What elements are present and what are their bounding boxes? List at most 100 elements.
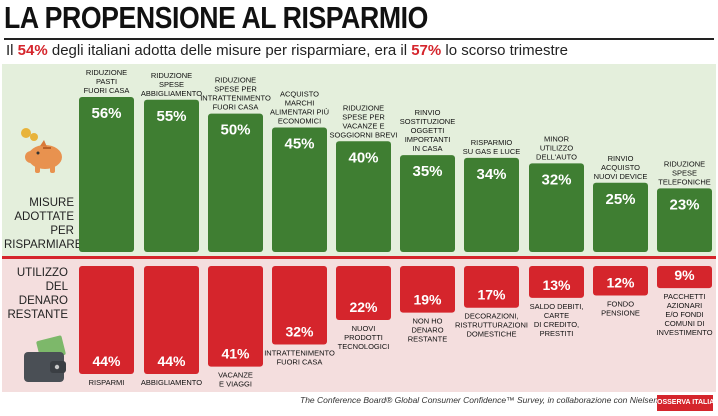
measure-category-label: SU GAS E LUCE [463,147,521,156]
side-label-line: RESTANTE [7,309,69,321]
measure-category-label: RIDUZIONE [86,68,127,77]
remaining-bar [208,266,263,367]
remaining-category-label: CARTE [544,311,569,320]
page-title: LA PROPENSIONE AL RISPARMIO [4,0,428,35]
remaining-category-label: INVESTIMENTO [656,328,712,337]
measure-bar-value: 56% [91,105,121,122]
measure-category-label: SOSTITUZIONE [400,117,455,126]
remaining-category-label: VACANZE [218,371,253,380]
measure-category-label: RINVIO [608,154,634,163]
measure-bar [336,141,391,252]
page-subtitle: Il 54% degli italiani adotta delle misur… [6,42,568,59]
measure-category-label: INTRATTENIMENTO [200,94,271,103]
remaining-category-label: RESTANTE [408,335,447,344]
measure-category-label: IMPORTANTI [405,135,451,144]
subtitle-post: lo scorso trimestre [441,42,568,59]
remaining-category-label: COMUNI DI [665,319,705,328]
measure-bar-value: 32% [541,171,571,188]
remaining-bar-value: 22% [349,299,378,315]
measure-category-label: SPESE PER [214,85,257,94]
remaining-category-label: PACCHETTI [664,292,706,301]
measure-category-label: RIDUZIONE [343,103,384,112]
remaining-bar [79,266,134,374]
remaining-category-label: E VIAGGI [219,380,252,389]
measure-bar [529,163,584,252]
remaining-category-label: DI CREDITO, [534,320,579,329]
measure-bar [464,157,519,252]
remaining-bar-value: 19% [413,292,442,308]
remaining-category-label: PRESTITI [540,329,574,338]
subtitle-mid: degli italiani adotta delle misure per r… [47,42,412,59]
measure-category-label: FUORI CASA [84,86,130,95]
measure-category-label: MINOR [544,134,570,143]
remaining-bar-value: 13% [542,277,571,293]
measure-category-label: RINVIO [415,108,441,117]
remaining-bar-value: 44% [92,353,121,369]
remaining-category-label: TECNOLOGICI [338,342,390,351]
remaining-category-label: FUORI CASA [277,358,323,367]
remaining-category-label: SALDO DEBITI, [530,302,584,311]
remaining-category-label: PRODOTTI [344,333,383,342]
measure-bar-value: 34% [476,166,506,183]
measure-bar [593,182,648,252]
remaining-bar-value: 9% [674,267,695,283]
remaining-bar [529,266,584,298]
source-note: The Conference Board® Global Consumer Co… [300,395,659,405]
remaining-category-label: DECORAZIONI, [464,312,518,321]
measure-category-label: TELEFONICHE [658,177,711,186]
remaining-category-label: NON HO [413,317,443,326]
measure-bar [657,188,712,252]
measure-category-label: RIDUZIONE [215,76,256,85]
measure-category-label: RISPARMIO [471,138,513,147]
remaining-bar-value: 44% [157,353,186,369]
measure-category-label: ALIMENTARI PIÙ [270,107,329,116]
remaining-category-label: RISPARMI [89,378,125,387]
measure-category-label: SOGGIORNI BREVI [330,130,398,139]
measure-bar-value: 23% [669,196,699,213]
measure-category-label: ABBIGLIAMENTO [141,89,202,98]
measure-category-label: SPESE [159,80,184,89]
remaining-bar [464,266,519,308]
side-label-line: MISURE [29,197,74,209]
measure-category-label: DELL'AUTO [536,152,577,161]
remaining-category-label: ABBIGLIAMENTO [141,378,202,387]
panel-divider [2,256,716,259]
measure-category-label: NUOVI DEVICE [594,172,648,181]
measure-category-label: FUORI CASA [213,103,259,112]
remaining-category-label: DOMESTICHE [466,330,516,339]
measure-category-label: SPESE PER [342,112,385,121]
remaining-category-label: FONDO [607,299,634,308]
remaining-bar [272,266,327,345]
subtitle-highlight-previous: 57% [411,42,442,59]
measure-bar-value: 25% [605,191,635,208]
measure-bar-value: 35% [412,163,442,180]
title-rule [4,38,714,40]
remaining-side-label: UTILIZZO DEL DENARO RESTANTE [4,266,69,322]
side-label-line: RISPARMIARE [4,239,83,251]
remaining-category-label: RISTRUTTURAZIONI [455,321,528,330]
remaining-category-label: PENSIONE [601,308,640,317]
measure-bar-value: 50% [220,122,250,139]
publisher-logo: OSSERVA ITALIA [657,395,714,411]
measure-category-label: PASTI [96,77,117,86]
side-label-line: ADOTTATE PER [14,211,74,237]
measure-category-label: SPESE [672,168,697,177]
measures-side-label: MISURE ADOTTATE PER RISPARMIARE [4,196,83,252]
remaining-category-label: DENARO [411,326,443,335]
measure-category-label: MARCHI [285,98,315,107]
side-label-line: UTILIZZO [16,267,68,279]
measure-category-label: OGGETTI [411,126,445,135]
measure-category-label: ECONOMICI [278,116,321,125]
side-label-line: DEL DENARO [18,281,68,307]
measure-bar [144,99,199,253]
measure-bar [272,127,327,252]
measure-category-label: RIDUZIONE [151,71,192,80]
measure-category-label: IN CASA [412,144,442,153]
measure-bar-value: 55% [156,108,186,125]
measure-category-label: UTILIZZO [540,143,573,152]
remaining-bar-value: 32% [285,324,314,340]
measure-bar [208,113,263,252]
remaining-bar [144,266,199,374]
measure-bar-value: 45% [284,135,314,152]
